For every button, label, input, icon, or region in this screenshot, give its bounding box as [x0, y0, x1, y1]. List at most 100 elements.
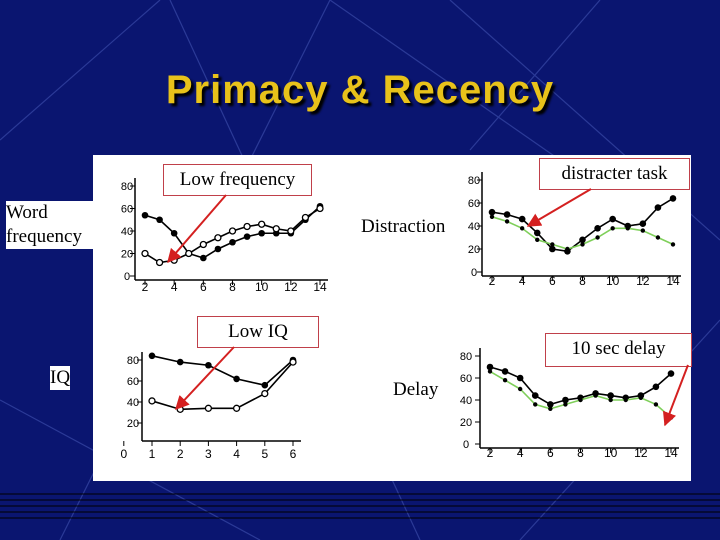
iq-label: IQ: [50, 366, 71, 390]
iq-series-1-line: [151, 355, 294, 387]
distraction-series-2-point: [535, 237, 540, 242]
word-frequency-series-1-point: [229, 238, 236, 246]
distraction-x-tick-label: 10: [606, 274, 620, 288]
low-iq-callout: Low IQ: [197, 316, 319, 348]
iq-y-tick-label: 60: [127, 376, 139, 388]
distraction-y-tick-label: 0: [471, 267, 477, 279]
delay-series-1-point: [667, 370, 675, 377]
delay-x-tick-label: 2: [487, 446, 494, 460]
iq-y-tick-label: 20: [127, 418, 139, 430]
word-frequency-x-tick-label: 14: [313, 280, 327, 294]
delay-series-1-point: [607, 392, 614, 399]
word-frequency-x-tick-label: 10: [255, 280, 269, 294]
iq-x-tick-label: 1: [149, 447, 156, 461]
distraction-x-tick-label: 12: [636, 274, 650, 288]
distraction-series-1-point: [579, 236, 586, 244]
word-frequency-series-2-point: [141, 249, 149, 258]
iq-series-2-point: [261, 389, 269, 398]
distraction-series-1-point: [533, 229, 541, 237]
iq-y-tick-label: 80: [127, 355, 139, 367]
delay-series-2-point: [593, 393, 598, 398]
delay-x-tick-label: 10: [604, 446, 618, 460]
word-frequency-x-tick-label: 2: [142, 280, 149, 294]
word-frequency-chart: 0 20 40 60 80 2 4 6 8 10 12 14: [121, 178, 328, 294]
iq-series-1-point: [176, 358, 184, 366]
word-frequency-y-tick-label: 20: [121, 249, 133, 261]
chart-panel: [93, 155, 691, 481]
iq-x-tick-label: 3: [205, 447, 212, 461]
delay-series-1-point: [562, 396, 569, 404]
distraction-series-2-point: [595, 235, 600, 240]
word-frequency-series-1-point: [170, 229, 178, 237]
iq-x-tick-label: 4: [233, 447, 240, 461]
word-frequency-x-tick-label: 8: [229, 280, 236, 294]
word-frequency-series-1-point: [243, 233, 251, 240]
iq-series-1-point: [233, 375, 240, 383]
word-frequency-y-tick-label: 80: [121, 181, 133, 193]
bottom-stripes: [0, 493, 720, 519]
iq-x-tick-label: 2: [177, 447, 184, 461]
delay-y-tick-label: 60: [460, 373, 472, 385]
delay-series-2-point: [563, 402, 568, 407]
delay-x-tick-label: 8: [577, 446, 584, 460]
low-frequency-arrow: [167, 194, 227, 264]
delay-series-2-point: [533, 402, 538, 407]
word-frequency-y-tick-label: 40: [121, 226, 133, 238]
word-frequency-series-2-point: [301, 213, 310, 222]
delay-y-tick-label: 40: [460, 395, 472, 407]
word-frequency-x-tick-label: 6: [200, 280, 207, 294]
word-frequency-y-tick-label: 0: [124, 271, 130, 283]
distraction-x-tick-label: 6: [549, 274, 556, 288]
word-frequency-y-tick-label: 60: [121, 204, 133, 216]
distraction-series-1-point: [669, 195, 677, 202]
delay-series-2-point: [578, 397, 583, 403]
delay-label: Delay: [393, 379, 439, 400]
word-frequency-series-2-point: [243, 222, 251, 231]
distraction-series-1-point: [488, 208, 496, 216]
word-frequency-series-1-point: [258, 229, 265, 237]
iq-series-2-point: [204, 404, 213, 412]
distraction-y-tick-label: 20: [468, 244, 480, 256]
delay-series-1-point: [501, 368, 509, 375]
iq-x-tick-label: 0: [120, 447, 127, 461]
distraction-series-2-point: [625, 226, 630, 231]
delay-series-1-point: [486, 363, 494, 371]
word-frequency-series-1-point: [156, 216, 163, 224]
low-iq-arrow: [175, 346, 235, 411]
iq-series-1-point: [148, 352, 156, 360]
distraction-series-1-point: [609, 215, 616, 223]
delay-series-2-point: [623, 397, 628, 403]
delay-chart: 0 20 40 60 80 2 4 6 8 10 12 14: [460, 348, 679, 460]
delay-series-1-point: [547, 401, 554, 408]
distraction-series-1-point: [503, 211, 511, 218]
delay-x-tick-label: 14: [664, 446, 678, 460]
distraction-y-tick-label: 60: [468, 198, 480, 210]
word-frequency-series-2-point: [228, 227, 237, 235]
distraction-y-tick-label: 40: [468, 221, 480, 233]
distraction-series-2-point: [550, 242, 555, 247]
word-frequency-series-1-point: [200, 254, 207, 262]
delay-series-2-point: [502, 378, 508, 383]
word-frequency-series-2-point: [287, 227, 295, 235]
delay-series-1-point: [531, 392, 539, 399]
delay-y-tick-label: 0: [463, 439, 469, 451]
distraction-series-2-point: [610, 226, 615, 231]
delay-series-2-point: [548, 406, 553, 411]
word-frequency-series-2-point: [258, 220, 266, 228]
distraction-series-2-point: [519, 226, 525, 231]
distraction-chart: 0 20 40 60 80 2 4 6 8 10 12 14: [468, 172, 681, 288]
delay-series-1-point: [652, 383, 660, 391]
iq-x-tick-label: 6: [290, 447, 297, 461]
word-frequency-series-1-point: [214, 245, 222, 253]
word-frequency-series-2-point: [214, 234, 222, 242]
delay-series-2-point: [638, 395, 644, 400]
distraction-label: Distraction: [361, 216, 446, 237]
distraction-series-1-point: [654, 204, 662, 211]
delay-series-2-point: [608, 397, 613, 403]
word-frequency-x-tick-label: 4: [171, 280, 178, 294]
delay-series-1-point: [516, 374, 524, 382]
iq-series-2-point: [289, 358, 297, 366]
delay-x-tick-label: 12: [634, 446, 648, 460]
word-frequency-series-2-point: [199, 240, 207, 249]
